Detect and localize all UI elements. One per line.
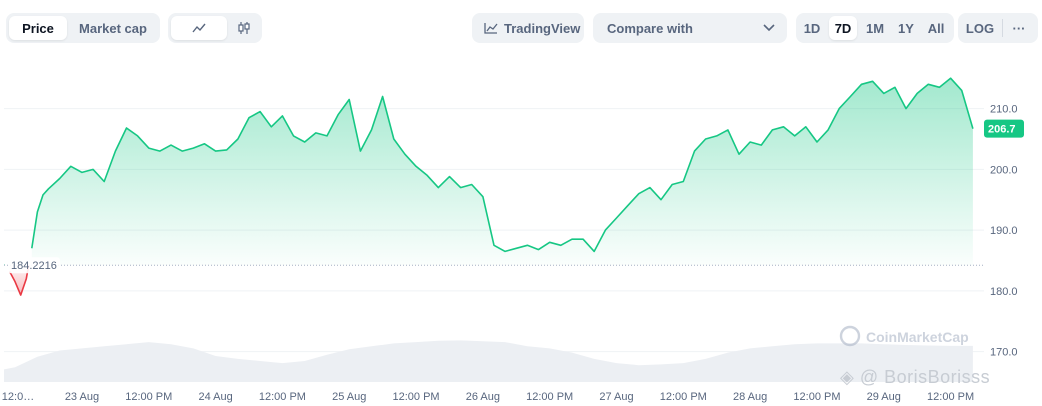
x-tick-label: 26 Aug <box>466 391 500 403</box>
x-tick-label: 12:00 PM <box>125 391 172 403</box>
tradingview-chart-icon <box>484 23 498 34</box>
baseline-label: 184.2216 <box>11 260 57 272</box>
tradingview-label: TradingView <box>504 20 581 36</box>
x-tick-label: 12:0… <box>2 391 34 403</box>
range-7d[interactable]: 7D <box>829 16 857 40</box>
baseline-label-bg <box>8 257 60 274</box>
ellipsis-icon[interactable]: ··· <box>1012 20 1026 36</box>
x-tick-label: 12:00 PM <box>392 391 439 403</box>
log-scale-toggle[interactable]: LOG <box>965 20 995 36</box>
coinmarketcap-logo-icon <box>839 325 861 347</box>
overlay-watermark: ◈ @ BorisBorisss <box>840 367 990 388</box>
tab-price[interactable]: Price <box>9 16 67 40</box>
price-marketcap-toggle: Price Market cap <box>6 13 160 43</box>
range-1d[interactable]: 1D <box>803 20 821 36</box>
y-tick-label: 180.0 <box>990 286 1018 298</box>
watermark-logo-icon: ◈ <box>840 367 855 387</box>
range-1m[interactable]: 1M <box>865 20 885 36</box>
scale-options: LOG ··· <box>958 13 1038 43</box>
tab-market-cap[interactable]: Market cap <box>79 20 147 36</box>
coinmarketcap-watermark-text: CoinMarketCap <box>866 329 969 345</box>
candlestick-icon <box>238 22 250 34</box>
x-tick-label: 24 Aug <box>198 391 232 403</box>
divider <box>1002 19 1003 37</box>
range-all[interactable]: All <box>927 20 945 36</box>
line-chart-button[interactable] <box>171 16 227 40</box>
price-line-up <box>31 77 974 253</box>
x-tick-label: 27 Aug <box>599 391 633 403</box>
x-tick-label: 12:00 PM <box>259 391 306 403</box>
range-1y[interactable]: 1Y <box>898 20 914 36</box>
price-line-down <box>8 265 30 296</box>
y-axis: 170.0 180.0 190.0 200.0 210.0 <box>990 104 1018 359</box>
candlestick-button[interactable] <box>228 16 260 40</box>
price-area-up <box>31 78 973 266</box>
price-series <box>4 77 974 296</box>
line-chart-icon <box>192 23 206 33</box>
compare-with-label: Compare with <box>607 20 693 36</box>
x-tick-label: 12:00 PM <box>927 391 974 403</box>
x-tick-label: 23 Aug <box>65 391 99 403</box>
baseline: 184.2216 <box>4 257 984 274</box>
x-tick-label: 28 Aug <box>733 391 767 403</box>
x-tick-label: 12:00 PM <box>526 391 573 403</box>
chevron-down-icon <box>763 24 775 32</box>
tradingview-button[interactable]: TradingView <box>472 13 584 43</box>
y-tick-label: 170.0 <box>990 347 1018 359</box>
x-tick-label: 29 Aug <box>867 391 901 403</box>
volume-bars <box>4 340 973 382</box>
time-range-selector: 1D 7D 1M 1Y All <box>796 13 954 43</box>
y-tick-label: 200.0 <box>990 164 1018 176</box>
volume-area <box>4 340 973 382</box>
x-axis: 12:0… 23 Aug 12:00 PM 24 Aug 12:00 PM 25 Aug 1… <box>2 391 974 403</box>
current-price-tag: 206.7 <box>984 119 1024 138</box>
current-price-label: 206.7 <box>988 124 1016 136</box>
chart-type-toggle <box>168 13 262 43</box>
coinmarketcap-watermark: CoinMarketCap <box>839 325 969 347</box>
x-tick-label: 12:00 PM <box>793 391 840 403</box>
x-tick-label: 25 Aug <box>332 391 366 403</box>
chart-toolbar: Price Market cap TradingView Compare wit… <box>0 0 1042 58</box>
watermark-text: @ BorisBorisss <box>859 367 991 387</box>
x-tick-label: 12:00 PM <box>660 391 707 403</box>
current-price-tag-bg <box>984 119 1024 138</box>
y-tick-label: 190.0 <box>990 225 1018 237</box>
y-tick-label: 210.0 <box>990 104 1018 116</box>
compare-with-dropdown[interactable]: Compare with <box>593 13 787 43</box>
